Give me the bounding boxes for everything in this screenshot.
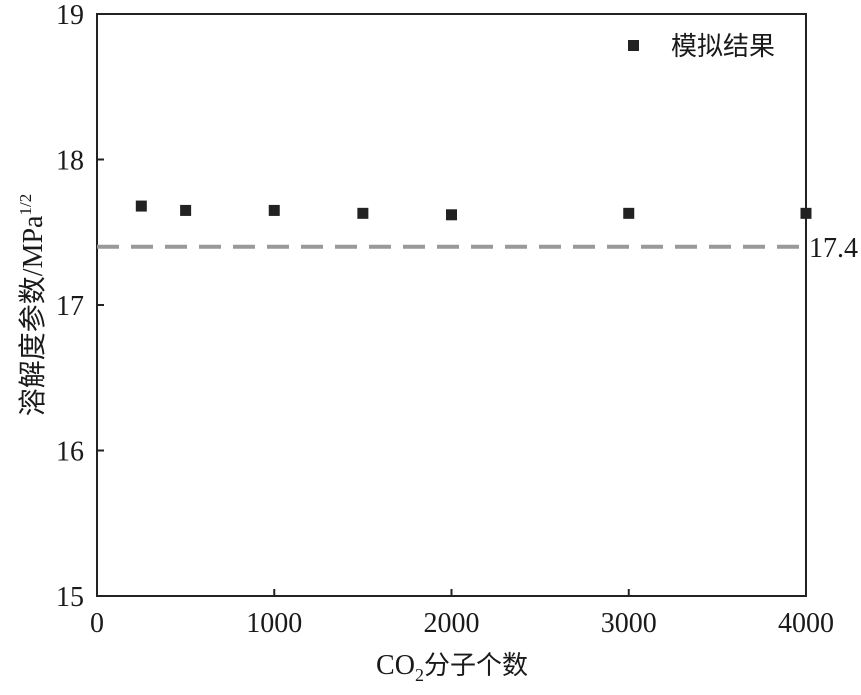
y-axis-title: 溶解度参数/MPa1/2 xyxy=(16,194,49,416)
legend-marker xyxy=(628,40,639,51)
legend-label: 模拟结果 xyxy=(671,32,775,62)
data-point xyxy=(800,207,812,219)
data-point xyxy=(357,207,369,219)
y-tick-label: 17 xyxy=(56,291,84,322)
y-tick-label: 18 xyxy=(56,146,84,177)
y-tick-label: 15 xyxy=(56,582,84,613)
plot-frame xyxy=(96,13,807,597)
data-point xyxy=(135,200,147,212)
legend: 模拟结果 xyxy=(628,32,775,62)
data-point xyxy=(180,204,192,216)
data-point xyxy=(268,204,280,216)
x-axis-title: CO2分子个数 xyxy=(376,650,528,685)
y-tick-label: 16 xyxy=(56,437,84,468)
x-tick-label: 1000 xyxy=(246,608,302,639)
x-tick-label: 3000 xyxy=(601,608,657,639)
x-tick-label: 4000 xyxy=(778,608,834,639)
x-tick-label: 2000 xyxy=(424,608,480,639)
data-point xyxy=(446,209,457,221)
x-tick-label: 0 xyxy=(90,608,104,639)
data-point xyxy=(623,207,635,219)
plot-area: 17.4 0 1000 2000 3000 4000 15 16 17 18 19 xyxy=(56,0,858,639)
reference-line-label: 17.4 xyxy=(809,233,858,264)
y-tick-label: 19 xyxy=(56,0,84,31)
